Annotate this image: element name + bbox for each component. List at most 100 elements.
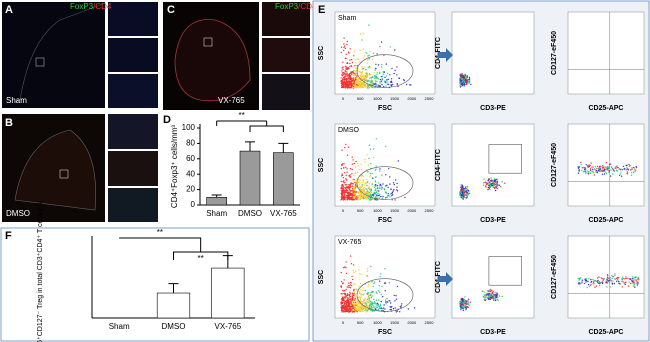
event-dot: [350, 309, 352, 311]
axis-label: CD127-eF450: [551, 31, 558, 75]
event-dot: [345, 196, 347, 198]
event-dot: [603, 166, 605, 168]
event-dot: [619, 283, 621, 285]
event-dot: [501, 181, 503, 183]
event-dot: [396, 66, 398, 68]
event-dot: [395, 179, 397, 181]
event-dot: [459, 86, 461, 88]
event-dot: [353, 55, 355, 57]
event-dot: [598, 166, 601, 168]
event-dot: [364, 289, 367, 292]
event-dot: [344, 199, 346, 201]
event-dot: [342, 177, 344, 179]
event-dot: [367, 171, 369, 173]
event-dot: [460, 196, 462, 199]
y-tick-label: 80: [186, 139, 195, 148]
event-dot: [347, 189, 349, 192]
event-dot: [345, 267, 347, 269]
event-dot: [352, 183, 354, 185]
event-dot: [347, 285, 350, 287]
event-dot: [578, 170, 580, 172]
event-dot: [347, 146, 350, 148]
event-dot: [483, 294, 486, 296]
event-dot: [353, 178, 355, 181]
event-dot: [362, 310, 364, 312]
event-dot: [359, 310, 362, 312]
event-dot: [465, 188, 467, 190]
event-dot: [366, 62, 368, 64]
event-dot: [378, 84, 380, 87]
event-dot: [360, 186, 362, 188]
event-dot: [341, 67, 343, 69]
event-dot: [603, 169, 605, 171]
event-dot: [365, 197, 367, 199]
event-dot: [346, 293, 349, 295]
event-dot: [361, 71, 363, 74]
event-dot: [386, 297, 388, 300]
event-dot: [356, 65, 358, 67]
event-dot: [367, 199, 369, 201]
event-dot: [601, 169, 603, 171]
event-dot: [351, 168, 353, 171]
event-dot: [380, 41, 383, 43]
event-dot: [632, 276, 634, 278]
event-dot: [344, 181, 346, 184]
event-dot: [377, 84, 379, 86]
event-dot: [360, 33, 362, 35]
event-dot: [370, 66, 372, 68]
event-dot: [401, 303, 403, 305]
event-dot: [361, 79, 364, 81]
roi: [35, 57, 45, 67]
event-dot: [343, 167, 345, 169]
error-bar: [278, 142, 289, 153]
event-dot: [360, 194, 362, 196]
event-dot: [351, 298, 354, 300]
event-dot: [345, 178, 347, 180]
event-dot: [630, 169, 632, 171]
event-dot: [612, 280, 614, 282]
event-dot: [595, 285, 597, 287]
plot-area: [567, 235, 645, 319]
event-dot: [607, 275, 609, 277]
event-dot: [374, 281, 376, 283]
x-tick-label: 500: [357, 208, 364, 213]
event-dot: [617, 279, 619, 281]
event-dot: [369, 199, 371, 201]
event-dot: [612, 168, 614, 170]
event-dot: [358, 183, 360, 186]
event-dot: [374, 77, 376, 79]
event-dot: [343, 75, 346, 78]
event-dot: [349, 79, 352, 81]
event-dot: [357, 165, 359, 167]
event-dot: [493, 299, 495, 301]
event-dot: [468, 298, 470, 300]
event-dot: [353, 293, 355, 295]
event-dot: [385, 63, 387, 65]
event-dot: [384, 290, 386, 292]
event-dot: [348, 294, 350, 296]
event-dot: [353, 77, 356, 79]
event-dot: [460, 309, 462, 311]
event-dot: [346, 306, 348, 308]
event-dot: [483, 182, 485, 184]
event-dot: [341, 293, 343, 295]
event-dot: [497, 184, 499, 186]
event-dot: [627, 285, 630, 287]
event-dot: [579, 282, 582, 284]
event-dot: [343, 196, 345, 198]
event-dot: [490, 179, 492, 181]
event-dot: [379, 307, 381, 310]
event-dot: [495, 298, 497, 300]
event-dot: [366, 198, 368, 200]
event-dot: [380, 307, 382, 309]
event-dot: [619, 168, 622, 171]
event-dot: [340, 185, 343, 187]
event-dot: [344, 70, 346, 72]
event-dot: [350, 75, 352, 77]
event-dot: [592, 278, 594, 281]
event-dot: [463, 298, 465, 300]
event-dot: [354, 303, 357, 305]
event-dot: [373, 310, 375, 312]
event-dot: [354, 186, 357, 188]
event-dot: [617, 166, 619, 169]
